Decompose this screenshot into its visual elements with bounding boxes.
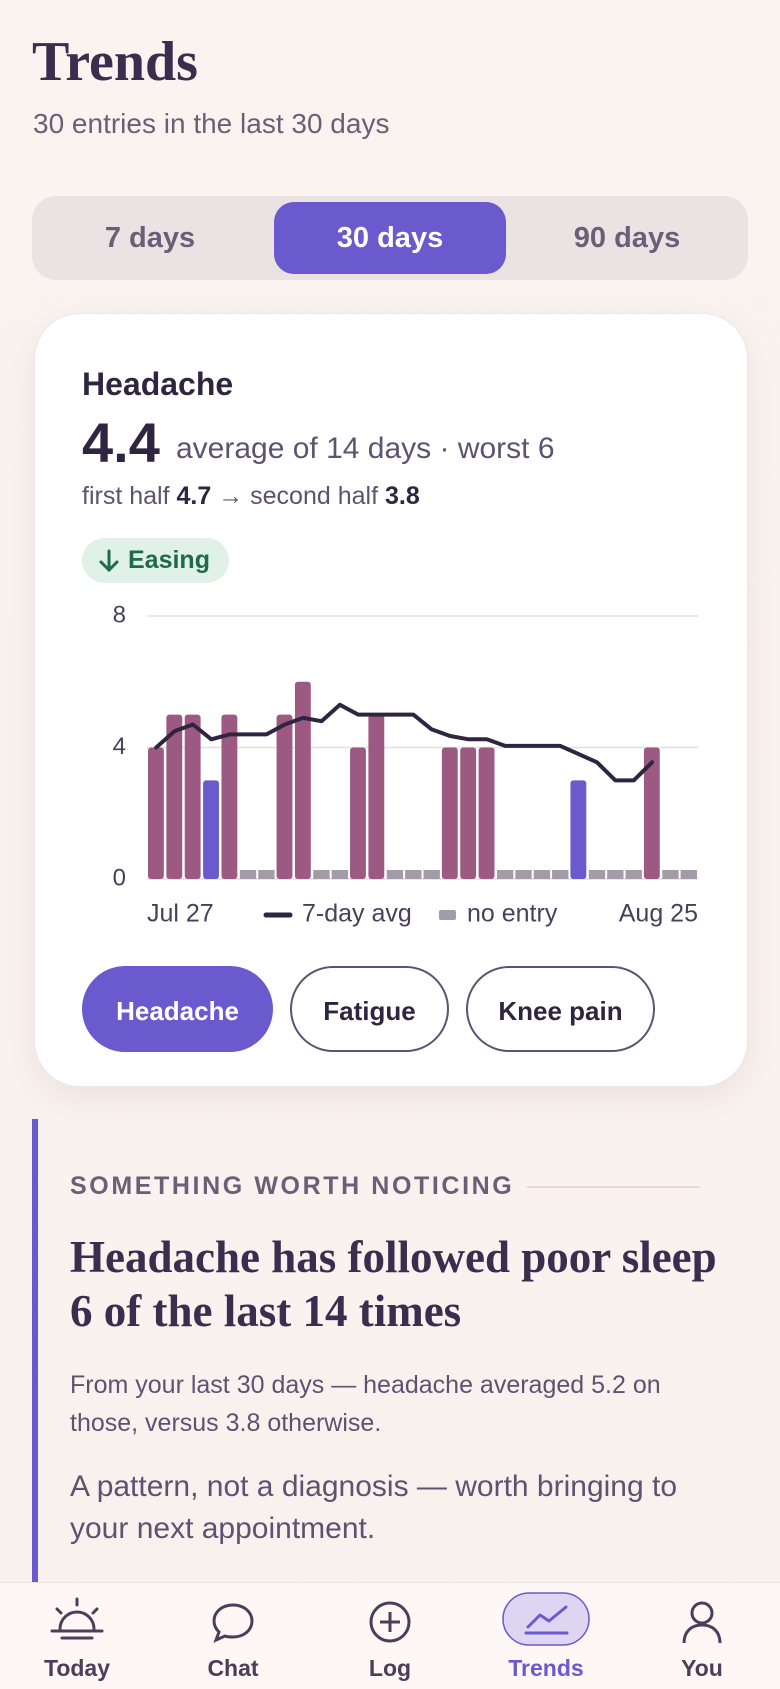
insight-kicker: SOMETHING WORTH NOTICING — [70, 1172, 515, 1200]
bar — [350, 747, 366, 879]
insight-accent — [32, 1119, 38, 1582]
no-entry-mark — [515, 870, 532, 879]
symptom-chip[interactable]: Headache — [82, 966, 273, 1052]
nav-icons — [50, 1592, 722, 1646]
bar — [294, 681, 311, 879]
average-value: 4.4 — [82, 411, 160, 474]
nav-label[interactable]: Chat — [207, 1655, 259, 1681]
average-text: average of 14 days · worst 6 — [176, 432, 555, 465]
no-entry-mark — [405, 870, 422, 879]
y-tick-label: 4 — [113, 733, 126, 760]
value: 3.8 — [384, 482, 420, 510]
label: → second half — [218, 482, 379, 510]
trends-icon[interactable] — [502, 1592, 590, 1646]
x-tick-label: Jul 27 — [147, 900, 214, 928]
y-tick-label: 0 — [113, 864, 126, 891]
no-entry-mark — [423, 870, 440, 879]
no-entry-mark — [239, 870, 257, 879]
nav-label[interactable]: Trends — [508, 1655, 584, 1681]
no-entry-mark — [386, 870, 404, 879]
insight-note: A pattern, not a diagnosis — worth bring… — [70, 1470, 678, 1545]
nav-label[interactable]: Today — [43, 1655, 111, 1681]
legend-label: 7-day avg — [302, 900, 412, 928]
symptom-chip[interactable]: Fatigue — [290, 966, 449, 1052]
divider — [527, 1186, 700, 1188]
page-subtitle: 30 entries in the last 30 days — [33, 108, 390, 139]
symptom-card — [34, 313, 748, 1087]
bar — [276, 714, 293, 879]
today-icon[interactable] — [50, 1597, 104, 1640]
x-tick-label: Aug 25 — [619, 900, 698, 928]
label: first half — [82, 482, 170, 510]
avg-line — [154, 702, 655, 783]
legend-label: no entry — [467, 900, 558, 928]
no-entry-mark — [680, 870, 697, 879]
no-entry-mark — [331, 870, 349, 879]
range-tab[interactable]: 30 days — [274, 202, 506, 274]
nav-label[interactable]: You — [681, 1655, 723, 1681]
trend-pill: Easing — [82, 538, 229, 583]
down-arrow-icon — [99, 549, 119, 573]
symptom-name: Headache — [82, 366, 234, 402]
insight-heading: Headache has followed poor sleep 6 of th… — [70, 1232, 717, 1336]
log-icon[interactable] — [369, 1601, 411, 1643]
bar — [166, 714, 183, 879]
page-title: Trends — [32, 31, 198, 93]
no-entry-mark — [313, 870, 330, 879]
bar — [478, 747, 495, 879]
value: 4.7 — [176, 482, 212, 510]
y-tick-label: 8 — [113, 601, 126, 628]
no-entry-mark — [496, 870, 514, 879]
bottom-nav: Today Chat Log Trends You — [0, 1582, 780, 1689]
range-tab[interactable]: 7 days — [104, 222, 196, 254]
no-entry-mark — [625, 870, 642, 879]
bar — [441, 747, 458, 879]
no-entry-mark — [258, 870, 275, 879]
bar — [460, 747, 477, 879]
bar — [184, 714, 201, 879]
range-tabs: 7 days 30 days 90 days — [32, 196, 748, 280]
no-entry-mark — [662, 870, 679, 879]
bar — [643, 747, 660, 879]
chart: 0 4 8 Jul 27 Aug 25 7-day avg no entry — [113, 601, 698, 928]
bar — [221, 714, 238, 879]
halves: first half 4.7 → second half 3.8 — [82, 482, 420, 511]
bar — [368, 714, 385, 879]
no-entry-mark — [607, 870, 624, 879]
bar — [148, 747, 164, 879]
no-entry-mark — [588, 870, 606, 879]
legend-swatch — [439, 910, 456, 920]
bar — [203, 780, 219, 879]
trend-label: Easing — [128, 546, 210, 574]
range-tab[interactable]: 90 days — [573, 222, 681, 254]
symptom-chip[interactable]: Knee pain — [466, 966, 655, 1052]
you-icon[interactable] — [682, 1601, 722, 1644]
chat-icon[interactable] — [212, 1603, 254, 1643]
bar — [570, 780, 587, 879]
nav-label[interactable]: Log — [368, 1655, 412, 1681]
insight-body: From your last 30 days — headache averag… — [70, 1371, 661, 1437]
no-entry-mark — [552, 870, 569, 879]
no-entry-mark — [533, 870, 551, 879]
